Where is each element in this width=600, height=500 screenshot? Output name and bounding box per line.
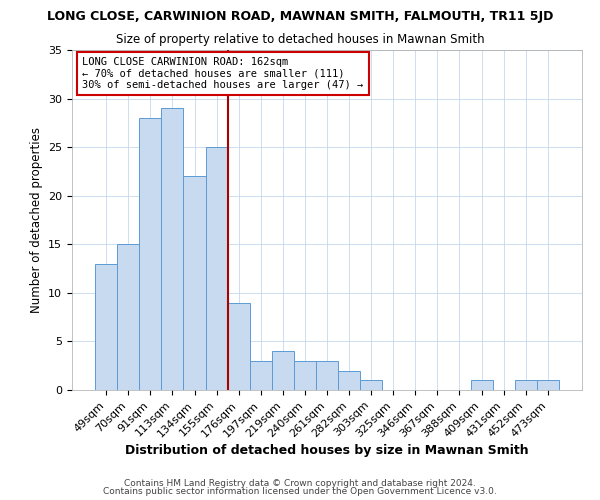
Bar [184,176,206,390]
Bar [139,118,161,390]
Bar [272,351,294,390]
Bar [338,370,360,390]
Text: Contains HM Land Registry data © Crown copyright and database right 2024.: Contains HM Land Registry data © Crown c… [124,478,476,488]
Bar [161,108,184,390]
Text: LONG CLOSE, CARWINION ROAD, MAWNAN SMITH, FALMOUTH, TR11 5JD: LONG CLOSE, CARWINION ROAD, MAWNAN SMITH… [47,10,553,23]
Bar [537,380,559,390]
Bar [360,380,382,390]
Text: Contains public sector information licensed under the Open Government Licence v3: Contains public sector information licen… [103,487,497,496]
Bar [316,361,338,390]
Y-axis label: Number of detached properties: Number of detached properties [29,127,43,313]
Text: LONG CLOSE CARWINION ROAD: 162sqm
← 70% of detached houses are smaller (111)
30%: LONG CLOSE CARWINION ROAD: 162sqm ← 70% … [82,57,364,90]
Bar [470,380,493,390]
Bar [117,244,139,390]
Bar [515,380,537,390]
Bar [250,361,272,390]
Text: Size of property relative to detached houses in Mawnan Smith: Size of property relative to detached ho… [116,32,484,46]
X-axis label: Distribution of detached houses by size in Mawnan Smith: Distribution of detached houses by size … [125,444,529,458]
Bar [206,147,227,390]
Bar [294,361,316,390]
Bar [95,264,117,390]
Bar [227,302,250,390]
